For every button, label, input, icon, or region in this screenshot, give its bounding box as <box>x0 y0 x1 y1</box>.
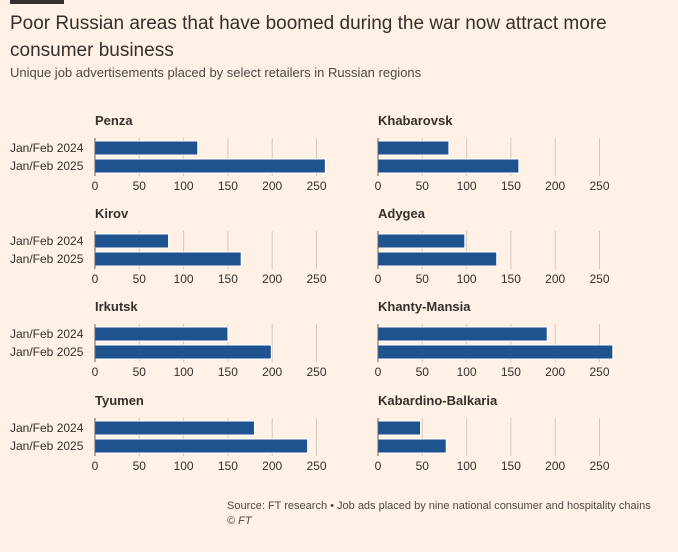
tick-label: 50 <box>133 179 147 193</box>
source-text: Source: FT research • Job ads placed by … <box>227 500 651 512</box>
tick-label: 250 <box>589 365 609 379</box>
source-note: Source: FT research • Job ads placed by … <box>227 499 667 529</box>
panel-title-khabarovsk: Khabarovsk <box>378 113 453 128</box>
tick-label: 250 <box>589 459 609 473</box>
tick-label: 150 <box>501 272 521 286</box>
panel-title-tyumen: Tyumen <box>95 393 144 408</box>
tick-label: 150 <box>501 179 521 193</box>
tick-label: 150 <box>501 459 521 473</box>
tick-label: 200 <box>262 459 282 473</box>
bar-irkutsk-2024 <box>94 326 229 342</box>
bar-khabarovsk-2025 <box>377 158 520 174</box>
bar-khanty-mansia-2024 <box>377 326 548 342</box>
tick-label: 150 <box>501 365 521 379</box>
tick-label: 100 <box>174 459 194 473</box>
tick-label: 200 <box>545 365 565 379</box>
tick-label: 200 <box>545 179 565 193</box>
tick-label: 100 <box>174 272 194 286</box>
tick-label: 50 <box>416 179 430 193</box>
tick-label: 50 <box>133 459 147 473</box>
tick-label: 0 <box>92 179 99 193</box>
small-multiples-chart: Penza Jan/Feb 2024 Jan/Feb 2025 0 50 100 150 20… <box>10 113 614 473</box>
bar-kirov-2024 <box>94 233 170 249</box>
tick-label: 250 <box>306 179 326 193</box>
chart-title: Poor Russian areas that have boomed duri… <box>10 13 607 61</box>
panel-title-adygea: Adygea <box>378 206 426 221</box>
tick-label: 250 <box>306 459 326 473</box>
tick-label: 150 <box>218 459 238 473</box>
tick-label: 200 <box>262 179 282 193</box>
category-label: Jan/Feb 2025 <box>10 345 84 359</box>
tick-label: 0 <box>92 272 99 286</box>
bar-khabarovsk-2024 <box>377 140 450 156</box>
tick-label: 100 <box>457 272 477 286</box>
tick-label: 200 <box>262 365 282 379</box>
category-label: Jan/Feb 2024 <box>10 421 84 435</box>
panel-title-kabardino-balkaria: Kabardino-Balkaria <box>378 393 498 408</box>
tick-label: 100 <box>457 179 477 193</box>
panel-title-penza: Penza <box>95 113 133 128</box>
panel-title-irkutsk: Irkutsk <box>95 299 138 314</box>
bar-irkutsk-2025 <box>94 344 272 360</box>
bar-adygea-2024 <box>377 233 466 249</box>
tick-label: 50 <box>133 365 147 379</box>
tick-label: 100 <box>174 365 194 379</box>
tick-label: 50 <box>416 272 430 286</box>
tick-label: 150 <box>218 365 238 379</box>
tick-label: 0 <box>375 459 382 473</box>
credit-text: © FT <box>227 515 252 527</box>
bar-khanty-mansia-2025 <box>377 344 614 360</box>
tick-label: 250 <box>306 365 326 379</box>
bar-kabardino-balkaria-2024 <box>377 420 422 436</box>
tick-label: 150 <box>218 179 238 193</box>
category-label: Jan/Feb 2025 <box>10 159 84 173</box>
tick-label: 50 <box>133 272 147 286</box>
category-label: Jan/Feb 2025 <box>10 439 84 453</box>
panel-title-khanty-mansia: Khanty-Mansia <box>378 299 471 314</box>
tick-label: 0 <box>92 365 99 379</box>
bar-penza-2025 <box>94 158 326 174</box>
tick-label: 100 <box>174 179 194 193</box>
bar-kabardino-balkaria-2025 <box>377 438 447 454</box>
bar-tyumen-2025 <box>94 438 309 454</box>
category-label: Jan/Feb 2024 <box>10 327 84 341</box>
category-label: Jan/Feb 2024 <box>10 141 84 155</box>
tick-label: 200 <box>545 272 565 286</box>
tick-label: 200 <box>262 272 282 286</box>
bar-kirov-2025 <box>94 251 242 267</box>
bar-penza-2024 <box>94 140 199 156</box>
category-label: Jan/Feb 2025 <box>10 252 84 266</box>
tick-label: 250 <box>306 272 326 286</box>
bar-adygea-2025 <box>377 251 498 267</box>
tick-label: 100 <box>457 365 477 379</box>
tick-label: 50 <box>416 459 430 473</box>
category-label: Jan/Feb 2024 <box>10 234 84 248</box>
tick-label: 0 <box>375 272 382 286</box>
tick-label: 250 <box>589 272 609 286</box>
brand-top-bar <box>10 0 64 4</box>
panel-title-kirov: Kirov <box>95 206 129 221</box>
tick-label: 50 <box>416 365 430 379</box>
tick-label: 150 <box>218 272 238 286</box>
bar-tyumen-2024 <box>94 420 255 436</box>
tick-label: 100 <box>457 459 477 473</box>
chart-subtitle: Unique job advertisements placed by sele… <box>10 65 422 80</box>
tick-label: 0 <box>92 459 99 473</box>
tick-label: 0 <box>375 365 382 379</box>
tick-label: 0 <box>375 179 382 193</box>
tick-label: 250 <box>589 179 609 193</box>
tick-label: 200 <box>545 459 565 473</box>
